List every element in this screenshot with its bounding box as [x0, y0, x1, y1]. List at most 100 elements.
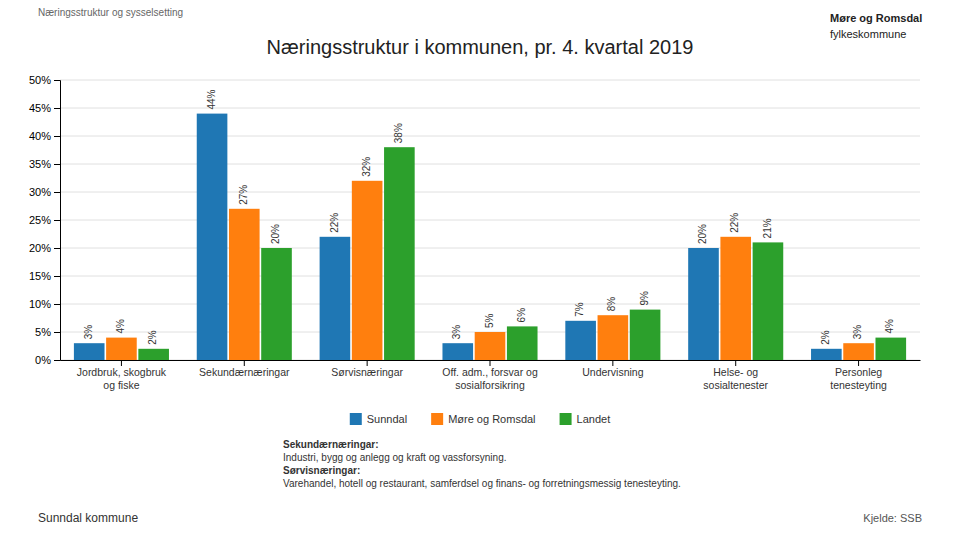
grid-line	[60, 220, 920, 221]
bar	[442, 343, 473, 360]
series	[138, 147, 906, 360]
legend-label: Møre og Romsdal	[448, 413, 535, 425]
x-tick-mark	[244, 360, 245, 366]
footer-right: Kjelde: SSB	[863, 512, 922, 524]
x-tick-label-line: Undervisning	[582, 366, 643, 378]
y-tick-mark	[54, 332, 60, 333]
y-tick-label: 25%	[29, 214, 51, 226]
data-label: 4%	[115, 319, 126, 334]
x-tick-label-line: Personleg	[835, 366, 882, 378]
y-tick: 25%	[29, 214, 60, 226]
x-tick-label: Helse- ogsosialtenester	[703, 366, 768, 391]
grid-line	[60, 192, 920, 193]
y-tick: 10%	[29, 298, 60, 310]
y-tick: 45%	[29, 102, 60, 114]
y-tick-mark	[54, 192, 60, 193]
data-label: 4%	[884, 319, 895, 334]
chart: Næringsstruktur i kommunen, pr. 4. kvart…	[0, 0, 960, 540]
x-tick-label: Sekundærnæringar	[199, 366, 290, 378]
x-tick-label-line: og fiske	[103, 379, 139, 391]
footer-left: Sunndal kommune	[38, 511, 138, 525]
data-label: 22%	[329, 213, 340, 233]
y-tick-mark	[54, 248, 60, 249]
bar	[74, 343, 105, 360]
x-tick-label-line: Off. adm., forsvar og	[442, 366, 538, 378]
bar	[106, 338, 137, 360]
grid-line	[60, 80, 920, 81]
data-label: 3%	[83, 325, 94, 340]
bar	[630, 310, 661, 360]
y-tick-label: 20%	[29, 242, 51, 254]
x-tick-mark	[490, 360, 491, 366]
note-title: Sørvisnæringar:	[283, 465, 360, 476]
x-tick-label-line: tenesteyting	[830, 379, 887, 391]
legend-label: Sunndal	[367, 413, 407, 425]
data-label: 3%	[852, 325, 863, 340]
background	[0, 0, 960, 540]
data-label: 2%	[147, 330, 158, 345]
bar	[197, 114, 228, 360]
bar	[320, 237, 351, 360]
y-tick-mark	[54, 80, 60, 81]
org-name: fylkeskommune	[830, 28, 906, 40]
note-text: Varehandel, hotell og restaurant, samfer…	[283, 478, 681, 489]
y-axis: 0%5%10%15%20%25%30%35%40%45%50%	[29, 74, 61, 366]
x-tick-label-line: Helse- og	[713, 366, 758, 378]
y-tick: 0%	[35, 354, 60, 366]
x-tick-mark	[121, 360, 122, 366]
data-labels: 3%44%22%3%7%20%2%4%27%32%5%8%22%3%2%20%3…	[83, 89, 896, 344]
y-tick-mark	[54, 220, 60, 221]
header: Næringsstruktur og sysselsetting	[38, 7, 183, 18]
legend-item: Sunndal	[350, 413, 407, 425]
bar	[843, 343, 874, 360]
y-tick: 50%	[29, 74, 60, 86]
bar	[720, 237, 751, 360]
x-tick-mark	[612, 360, 613, 366]
x-tick-label-line: sosialforsikring	[455, 379, 525, 391]
data-label: 32%	[361, 157, 372, 177]
bar	[229, 209, 260, 360]
y-tick: 15%	[29, 270, 60, 282]
bar	[598, 315, 629, 360]
legend-item: Landet	[560, 413, 611, 425]
data-label: 38%	[393, 123, 404, 143]
data-label: 20%	[697, 224, 708, 244]
x-tick: Off. adm., forsvar ogsosialforsikring	[442, 360, 538, 391]
y-tick: 20%	[29, 242, 60, 254]
x-tick-label-line: Sekundærnæringar	[199, 366, 290, 378]
y-tick-label: 45%	[29, 102, 51, 114]
legend-swatch	[431, 413, 443, 425]
x-tick-label-line: Sørvisnæringar	[331, 366, 403, 378]
y-tick-label: 0%	[35, 354, 51, 366]
x-tick-label-line: Jordbruk, skogbruk	[77, 366, 167, 378]
legend-label: Landet	[577, 413, 611, 425]
bar	[475, 332, 506, 360]
bar	[688, 248, 719, 360]
grid-line	[60, 108, 920, 109]
data-label: 3%	[451, 325, 462, 340]
bars	[74, 114, 906, 360]
x-tick-label: Personlegtenesteyting	[830, 366, 887, 391]
org-name: Møre og Romsdal	[830, 12, 922, 24]
series	[74, 114, 842, 360]
y-tick: 35%	[29, 158, 60, 170]
x-tick: Sørvisnæringar	[331, 360, 403, 378]
y-tick-mark	[54, 108, 60, 109]
bar	[138, 349, 169, 360]
y-tick-label: 35%	[29, 158, 51, 170]
y-tick-label: 5%	[35, 326, 51, 338]
x-tick-label: Off. adm., forsvar ogsosialforsikring	[442, 366, 538, 391]
bar	[811, 349, 842, 360]
x-tick-label: Undervisning	[582, 366, 643, 378]
x-tick: Jordbruk, skogbrukog fiske	[77, 360, 167, 391]
legend: Sunndal Møre og Romsdal Landet	[350, 413, 610, 425]
title: Næringsstruktur i kommunen, pr. 4. kvart…	[267, 36, 694, 58]
bar	[261, 248, 292, 360]
grid-line	[60, 304, 920, 305]
legend-swatch	[560, 413, 572, 425]
x-tick: Sekundærnæringar	[199, 360, 290, 378]
series	[106, 181, 874, 360]
y-tick-label: 10%	[29, 298, 51, 310]
bar	[753, 242, 784, 360]
y-tick-mark	[54, 164, 60, 165]
